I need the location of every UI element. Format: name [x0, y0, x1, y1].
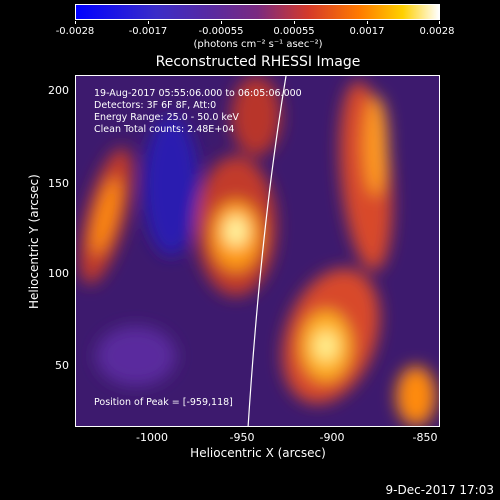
colorbar-tick [221, 21, 222, 24]
colorbar-label: -0.0017 [128, 26, 168, 37]
colorbar-label: 0.00055 [273, 26, 315, 37]
x-tick-label: -1000 [136, 431, 168, 444]
colorbar-tick [75, 21, 76, 24]
y-tick-label: 150 [48, 177, 69, 190]
colorbar-tick [294, 21, 295, 24]
info-clean: Clean Total counts: 2.48E+04 [94, 124, 235, 135]
image-heatmap [76, 76, 439, 426]
y-tick-label: 200 [48, 84, 69, 97]
info-peak-position: Position of Peak = [-959,118] [94, 397, 233, 408]
colorbar-tick [367, 21, 368, 24]
info-time-range: 19-Aug-2017 05:55:06.000 to 06:05:06.000 [94, 88, 302, 99]
x-tick-label: -900 [319, 431, 345, 444]
plot-title: Reconstructed RHESSI Image [155, 54, 361, 70]
y-axis-label: Heliocentric Y (arcsec) [27, 174, 41, 309]
x-axis-label: Heliocentric X (arcsec) [190, 446, 326, 460]
generation-date: 9-Dec-2017 17:03 [385, 483, 494, 497]
x-tick-label: -850 [412, 431, 438, 444]
colorbar-unit: (photons cm⁻² s⁻¹ asec⁻²) [193, 39, 323, 50]
info-detectors: Detectors: 3F 6F 8F, Att:0 [94, 100, 217, 111]
y-tick-label: 100 [48, 267, 69, 280]
colorbar [75, 4, 440, 20]
colorbar-tick [148, 21, 149, 24]
rhessi-image: 19-Aug-2017 05:55:06.000 to 06:05:06.000… [75, 75, 440, 427]
y-tick-label: 50 [55, 359, 69, 372]
colorbar-label: 0.0017 [349, 26, 385, 37]
x-tick-label: -950 [229, 431, 255, 444]
solar-limb-line [247, 76, 287, 426]
colorbar-label: 0.0028 [419, 26, 455, 37]
colorbar-label: -0.00055 [198, 26, 244, 37]
colorbar-tick [439, 21, 440, 24]
colorbar-label: -0.0028 [55, 26, 95, 37]
info-energy: Energy Range: 25.0 - 50.0 keV [94, 112, 239, 123]
